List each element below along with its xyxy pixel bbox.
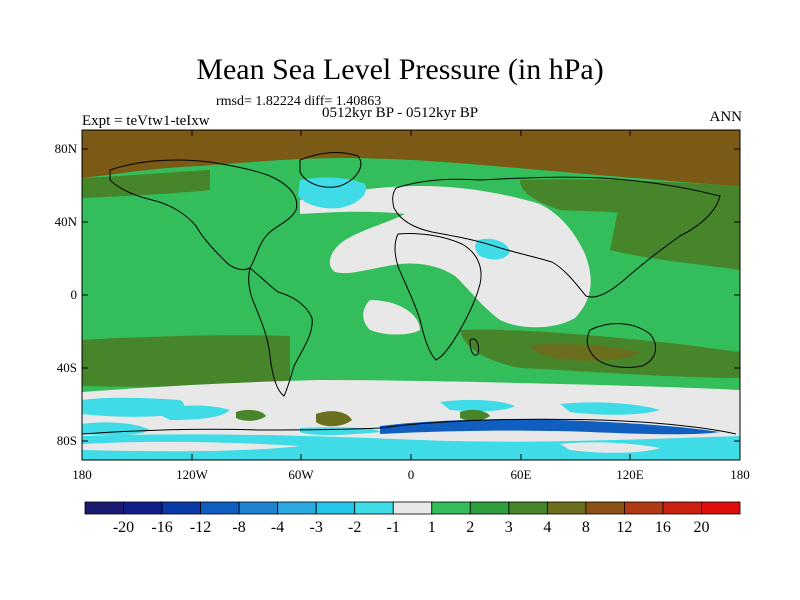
south-america-outline: [248, 267, 313, 397]
colorbar-box: [123, 501, 163, 515]
high-south-2: [316, 411, 352, 427]
low-south-4: [440, 399, 515, 412]
colorbar-label: -2: [348, 519, 362, 536]
antarctica-coast-west: [82, 427, 381, 435]
greenland-outline: [299, 152, 362, 188]
map-title: Mean Sea Level Pressure (in hPa): [196, 53, 604, 86]
high-south-1: [236, 409, 266, 421]
lat-tick-0: 0: [70, 287, 78, 302]
colorbar-label: -20: [112, 519, 135, 536]
south-pacific-olive: [82, 335, 290, 387]
experiment-label: Expt = teVtw1-teIxw: [82, 113, 210, 129]
neutral-zone-atlantic: [300, 186, 591, 328]
arctic-high-band: [82, 130, 740, 186]
lon-tick-60e: 60E: [510, 467, 532, 482]
low-south-5: [560, 402, 660, 415]
lat-tick-40n: 40N: [54, 214, 77, 229]
lat-tick-40s: 40S: [56, 360, 77, 375]
colorbar-box: [701, 501, 741, 515]
africa-outline: [394, 233, 482, 361]
colorbar-box: [431, 501, 471, 515]
pressure-field: [82, 130, 740, 460]
colorbar-box: [354, 501, 394, 515]
colorbar-label: 1: [427, 519, 436, 536]
colorbar-box: [662, 501, 702, 515]
colorbar-box: [624, 501, 664, 515]
colorbar-label: 20: [693, 519, 710, 536]
lon-tick-180e: 180: [730, 467, 750, 482]
season-label: ANN: [709, 109, 743, 125]
lon-tick-120e: 120E: [616, 467, 644, 482]
coastlines: [82, 152, 737, 435]
colorbar-label: -3: [309, 519, 323, 536]
high-south-3: [460, 409, 490, 421]
colorbar-label: 3: [504, 519, 513, 536]
colorbar-box: [392, 501, 433, 515]
north-america-outline: [109, 159, 298, 271]
colorbar-box: [238, 501, 279, 515]
colorbar-box: [546, 501, 587, 515]
lat-tick-80n: 80N: [54, 141, 77, 156]
antarctica-low: [82, 434, 740, 460]
lon-tick-60w: 60W: [288, 467, 314, 482]
nw-olive-band: [82, 170, 210, 198]
colorbar-box: [585, 501, 625, 515]
colorbar-label: 16: [654, 519, 671, 536]
neutral-zone-south-atlantic: [363, 300, 420, 335]
lon-tick-120w: 120W: [176, 467, 208, 482]
colorbar-label: 4: [543, 519, 552, 536]
antarctica-neutral-patch-2: [560, 442, 660, 453]
colorbar-label: 12: [616, 519, 633, 536]
lon-tick-180w: 180: [72, 467, 92, 482]
rmsd-diff-stats: rmsd= 1.82224 diff= 1.40863: [216, 94, 382, 109]
colorbar-label: 2: [466, 519, 475, 536]
colorbar-box: [277, 501, 317, 515]
colorbar-label: -4: [270, 519, 285, 536]
colorbar-label: 8: [581, 519, 590, 536]
colorbar: [84, 501, 741, 515]
eurasia-outline: [392, 176, 721, 298]
antarctic-coast-deep-low: [380, 419, 720, 435]
colorbar-box: [161, 501, 201, 515]
antarctica-coast-outline: [379, 418, 737, 435]
lon-tick-0: 0: [407, 467, 415, 482]
colorbar-box: [508, 501, 548, 515]
low-north-atlantic: [298, 177, 367, 209]
low-arabia: [475, 238, 510, 260]
colorbar-box: [469, 501, 510, 515]
colorbar-label: -8: [232, 519, 246, 536]
low-south-3: [150, 405, 230, 420]
colorbar-label: -1: [386, 519, 400, 536]
colorbar-box: [84, 501, 124, 515]
colorbar-box: [315, 501, 356, 515]
madagascar-outline: [469, 338, 479, 356]
lat-tick-80s: 80S: [56, 433, 77, 448]
low-south-2: [82, 422, 150, 436]
colorbar-label: -12: [189, 519, 212, 536]
antarctica-neutral-patch: [82, 441, 300, 452]
indian-ocean-brown: [530, 343, 640, 361]
axis-ticks: [81, 130, 741, 460]
australia-outline: [586, 323, 657, 368]
colorbar-box: [200, 501, 240, 515]
colorbar-label: -16: [151, 519, 173, 536]
map-subtitle: 0512kyr BP - 0512kyr BP: [321, 105, 479, 121]
